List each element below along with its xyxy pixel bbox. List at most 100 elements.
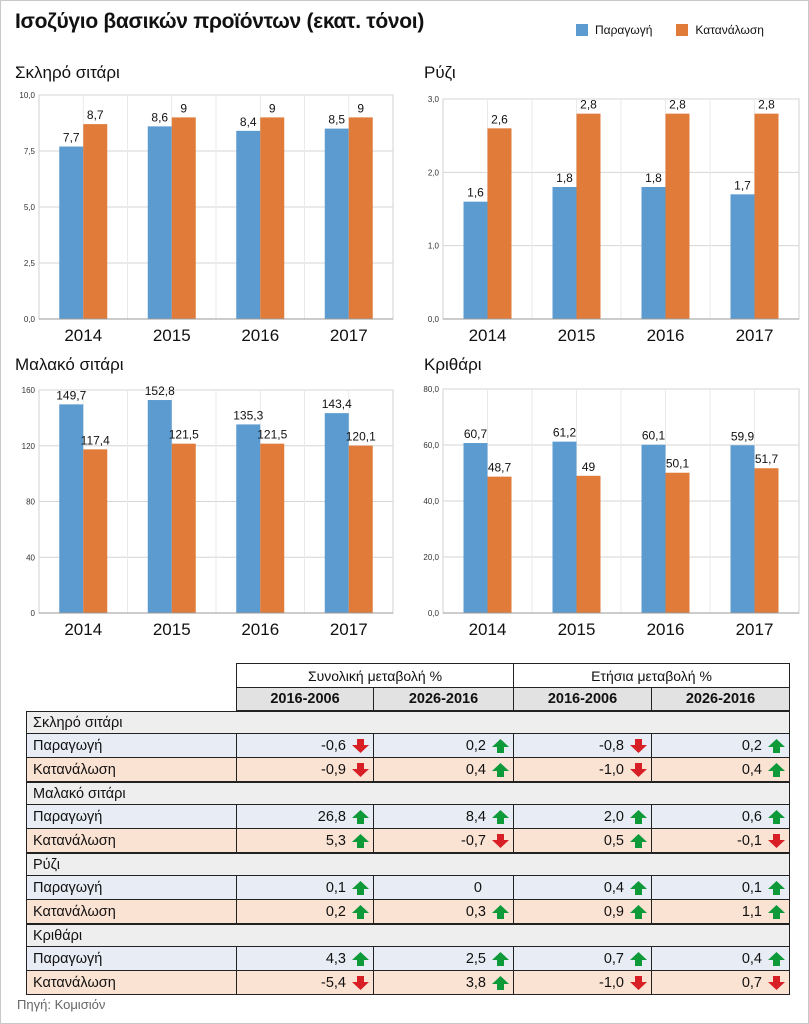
table-cell: 3,8 [373, 971, 513, 995]
chart-durum-wheat: 0,0 2,5 5,0 7,5 10,0 7,7 8,7 2014 8,6 9 2015 8,4 9 20… [19, 91, 394, 345]
data-label: 135,3 [233, 408, 263, 422]
x-tick-label: 2014 [64, 326, 102, 345]
table-row-label: Κατανάλωση [26, 971, 236, 995]
table-group-header: Ετήσια μεταβολή % [513, 663, 790, 687]
data-label: 1,6 [467, 186, 484, 200]
data-label: 152,8 [145, 384, 175, 398]
bar-charts: 0,0 2,5 5,0 7,5 10,0 7,7 8,7 2014 8,6 9 2015 8,4 9 20… [19, 91, 800, 639]
y-tick-label: 40,0 [423, 497, 439, 506]
table-cell: 0,1 [651, 876, 790, 900]
arrow-up-icon [630, 951, 647, 966]
arrow-up-icon [492, 809, 509, 824]
x-tick-label: 2015 [153, 620, 191, 639]
table-cell-value: 8,4 [465, 808, 486, 825]
x-tick-label: 2015 [153, 326, 191, 345]
y-tick-label: 1,0 [428, 242, 440, 251]
arrow-up-icon [768, 809, 785, 824]
arrow-up-icon [768, 880, 785, 895]
data-label: 9 [180, 101, 187, 115]
bar-consumption-2016 [260, 443, 285, 613]
bar-production-2015 [552, 441, 577, 613]
arrow-up-icon [768, 762, 785, 777]
table-cell-value: 0,4 [741, 761, 762, 778]
table-row-label: Παραγωγή [26, 947, 236, 971]
data-label: 149,7 [56, 388, 86, 402]
x-tick-label: 2017 [330, 620, 368, 639]
table-category-row: Σκληρό σιτάρι [26, 711, 790, 734]
chart-title-soft-wheat: Μαλακό σιτάρι [15, 355, 124, 374]
table-cell-value: 26,8 [317, 808, 346, 825]
table-cell-value: 0,2 [465, 737, 486, 754]
data-label: 2,6 [491, 112, 508, 126]
table-cell-value: 0,7 [603, 950, 624, 967]
arrow-up-icon [492, 975, 509, 990]
table-cell-value: 0 [473, 879, 482, 896]
arrow-up-icon [768, 904, 785, 919]
bar-consumption-2017 [754, 468, 779, 613]
arrow-down-icon [630, 975, 647, 990]
table-row-label: Παραγωγή [26, 805, 236, 829]
table-cell: -0,8 [513, 734, 651, 758]
data-label: 1,8 [556, 171, 573, 185]
bar-consumption-2015 [171, 117, 196, 320]
data-label: 9 [357, 101, 364, 115]
table-cell-value: 2,5 [465, 950, 486, 967]
data-label: 51,7 [755, 452, 779, 466]
table-cell: 0 [373, 876, 513, 900]
x-tick-label: 2015 [558, 326, 596, 345]
y-tick-label: 0,0 [428, 315, 440, 324]
y-tick-label: 2,0 [428, 168, 440, 177]
table-cell-value: -5,4 [321, 974, 346, 991]
bar-consumption-2014 [487, 476, 512, 613]
data-label: 117,4 [81, 433, 110, 447]
table-cell-value: 1,1 [741, 903, 762, 920]
table-group-header: Συνολική μεταβολή % [236, 663, 513, 687]
data-label: 8,5 [328, 113, 345, 127]
table-row-label: Παραγωγή [26, 876, 236, 900]
data-label: 50,1 [666, 457, 690, 471]
table-cell: 0,2 [236, 900, 373, 924]
table-cell: 0,9 [513, 900, 651, 924]
table-cell: 0,1 [236, 876, 373, 900]
table-cell-value: -0,8 [599, 737, 624, 754]
table-cell-value: -0,7 [461, 832, 486, 849]
bar-consumption-2014 [487, 128, 512, 319]
y-tick-label: 10,0 [19, 91, 35, 100]
bar-production-2015 [147, 126, 172, 319]
chart-rice: 0,0 1,0 2,0 3,0 1,6 2,6 2014 1,8 2,8 2015 1,8 2,8 20… [428, 95, 800, 345]
table-cell: -0,9 [236, 758, 373, 782]
y-tick-label: 80,0 [423, 385, 439, 394]
arrow-up-icon [352, 951, 369, 966]
bar-consumption-2016 [665, 113, 690, 320]
x-tick-label: 2016 [241, 326, 279, 345]
table-cell-value: -0,1 [737, 832, 762, 849]
bar-production-2017 [324, 413, 349, 613]
y-tick-label: 0,0 [24, 315, 36, 324]
y-tick-label: 60,0 [423, 441, 439, 450]
arrow-down-icon [630, 738, 647, 753]
arrow-down-icon [352, 975, 369, 990]
data-label: 60,1 [642, 429, 666, 443]
table-category-row: Ρύζι [26, 853, 790, 876]
legend-item-consumption: Κατανάλωση [676, 23, 764, 37]
y-tick-label: 0,0 [428, 609, 440, 618]
bar-production-2017 [730, 194, 755, 319]
table-sub-header: 2016-2006 [236, 687, 373, 711]
data-label: 1,7 [734, 178, 751, 192]
table-cell-value: 0,2 [741, 737, 762, 754]
arrow-up-icon [630, 880, 647, 895]
table-cell: 0,3 [373, 900, 513, 924]
arrow-down-icon [768, 833, 785, 848]
arrow-up-icon [630, 904, 647, 919]
y-tick-label: 80 [26, 498, 35, 507]
arrow-up-icon [492, 738, 509, 753]
x-tick-label: 2016 [647, 326, 685, 345]
data-label: 121,5 [257, 428, 287, 442]
table-cell: 2,0 [513, 805, 651, 829]
table-cell-value: 0,4 [741, 950, 762, 967]
page-title: Ισοζύγιο βασικών προϊόντων (εκατ. τόνοι) [15, 10, 425, 33]
bar-consumption-2014 [83, 124, 108, 320]
chart-soft-wheat: 0 40 80 120 160 149,7 117,4 2014 152,8 121,5 2015 1… [22, 384, 394, 639]
table-cell-value: 0,1 [741, 879, 762, 896]
